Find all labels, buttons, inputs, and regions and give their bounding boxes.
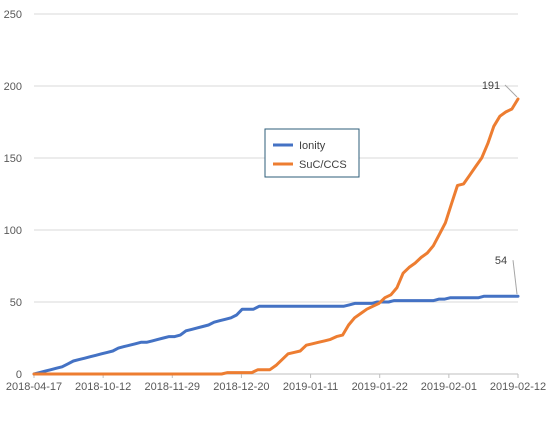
series-lines [32, 97, 520, 376]
y-tick-label: 0 [16, 369, 22, 381]
x-axis: 2018-04-17 2018-10-12 2018-11-29 2018-12-20… [6, 373, 546, 393]
x-tick-label: 2018-12-20 [213, 381, 269, 393]
y-tick-label: 250 [4, 9, 22, 21]
y-tick-label: 100 [4, 225, 22, 237]
legend-label-succcs: SuC/CCS [299, 159, 347, 171]
x-tick-label: 2019-01-11 [283, 381, 338, 393]
y-axis: 0 50 100 150 200 250 [4, 9, 22, 381]
x-tick-label: 2019-02-01 [421, 381, 477, 393]
data-label-leader [504, 84, 518, 98]
x-tick-label: 2018-10-12 [75, 381, 131, 393]
legend: Ionity SuC/CCS [264, 128, 360, 178]
x-tick-label: 2018-04-17 [6, 381, 62, 393]
y-tick-label: 200 [4, 81, 22, 93]
x-tick-label: 2018-11-29 [145, 381, 200, 393]
series-line-succcs [32, 97, 520, 376]
data-label-leader [512, 260, 518, 295]
data-label-succcs: 191 [482, 80, 500, 92]
y-tick-label: 50 [10, 297, 22, 309]
data-label-ionity: 54 [495, 255, 507, 267]
data-labels: 191 54 [482, 80, 518, 295]
x-tick-label: 2019-01-22 [352, 381, 408, 393]
legend-box [264, 128, 360, 178]
series-line-ionity [32, 294, 520, 376]
x-tick-label: 2019-02-12 [490, 381, 546, 393]
y-tick-label: 150 [4, 153, 22, 165]
legend-label-ionity: Ionity [299, 140, 326, 152]
